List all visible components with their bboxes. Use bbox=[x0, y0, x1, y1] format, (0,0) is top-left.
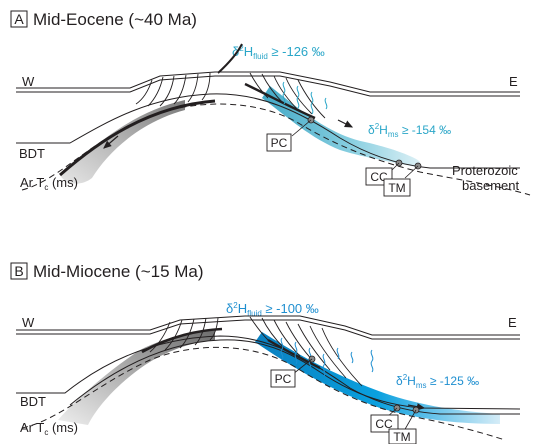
panel-a-ar-tc-label: Ar Tc (ms) bbox=[20, 175, 78, 192]
panel-a-slip-arrow-east bbox=[337, 119, 354, 128]
panel-b-slip-arrow-east bbox=[407, 403, 426, 411]
panel-a-ms-label: δ2Hms ≥ -154 ‰ bbox=[368, 122, 451, 139]
panel-a: A Mid-Eocene (~40 Ma) δ2Hfluid ≥ -126 ‰ bbox=[10, 10, 531, 197]
panel-a-pc-box bbox=[266, 133, 292, 152]
panel-b-pc-label: PC bbox=[275, 372, 292, 386]
panel-b-tm-leader bbox=[403, 409, 417, 432]
panel-a-tm-leader bbox=[404, 165, 419, 179]
panel-b-cc-box bbox=[370, 414, 399, 433]
panel-a-tm-box bbox=[383, 178, 411, 197]
panel-b-fluid-zone bbox=[255, 332, 500, 424]
panel-b-lower-boundary bbox=[69, 339, 521, 410]
panel-a-pc-label: PC bbox=[271, 136, 288, 150]
panel-b-surface-line bbox=[16, 315, 520, 336]
panel-b-pc-box bbox=[270, 369, 296, 388]
panel-b-east-label: E bbox=[508, 315, 517, 330]
panel-a-gray-shear-zone bbox=[60, 100, 185, 184]
panel-b-normal-fault bbox=[141, 327, 223, 354]
panel-a-basement-label-line1: Proterozoic bbox=[452, 163, 518, 178]
panel-a-pc-leader bbox=[291, 119, 312, 137]
panel-a-surface-line bbox=[16, 71, 520, 93]
panel-a-title: Mid-Eocene (~40 Ma) bbox=[33, 10, 197, 29]
panel-a-east-label: E bbox=[509, 74, 518, 89]
panel-a-fluid-label: δ2Hfluid ≥ -126 ‰ bbox=[232, 44, 325, 61]
panel-a-basement-label-line2: basement bbox=[462, 178, 519, 193]
panel-b-bdt-label: BDT bbox=[20, 394, 46, 409]
panel-a-slip-arrow-west bbox=[103, 135, 119, 149]
panel-a-basement-top bbox=[16, 93, 520, 169]
panel-b-title: Mid-Miocene (~15 Ma) bbox=[33, 262, 204, 281]
panel-a-fluid-zone bbox=[262, 86, 420, 168]
panel-b-surface-line-lower bbox=[16, 319, 520, 340]
panel-b-fluid-flow-arrows bbox=[280, 337, 374, 377]
panel-a-normal-fault bbox=[59, 99, 216, 177]
panel-b-letter: B bbox=[14, 263, 23, 279]
panel-a-west-label: W bbox=[22, 74, 35, 89]
panel-a-bdt-label: BDT bbox=[19, 146, 45, 161]
panel-a-cc-leader bbox=[391, 162, 400, 171]
panel-a-fluid-flow-arrows bbox=[282, 81, 328, 115]
panel-b-ar-tc-label: Ar Tc (ms) bbox=[20, 420, 78, 437]
panel-b-pc-leader bbox=[292, 358, 313, 375]
panel-b-cc-label: CC bbox=[375, 417, 393, 431]
panel-a-thrust-fault bbox=[244, 82, 316, 120]
panel-b-ms-label: δ2Hms ≥ -125 ‰ bbox=[396, 373, 479, 390]
panel-b-letter-box bbox=[10, 262, 28, 280]
panel-a-tm-label: TM bbox=[388, 181, 405, 195]
panel-a-fault-upper bbox=[217, 43, 243, 74]
panel-b-tm-box bbox=[388, 428, 417, 444]
panel-b-ar-isotherm bbox=[21, 346, 506, 441]
panel-b-tm-label: TM bbox=[393, 430, 410, 444]
panel-b-thrust-fault bbox=[267, 338, 321, 370]
panel-a-letter-box bbox=[10, 10, 28, 28]
panel-a-surface-line-lower bbox=[16, 75, 520, 97]
panel-b-basement-top bbox=[16, 335, 520, 415]
panel-b-west-label: W bbox=[22, 315, 35, 330]
panel-b-gray-shear-zone bbox=[58, 330, 215, 425]
panel-a-letter: A bbox=[14, 11, 24, 27]
panel-b-fluid-label: δ2Hfluid ≥ -100 ‰ bbox=[226, 301, 319, 318]
panel-a-ar-isotherm bbox=[21, 103, 531, 196]
panel-b: B Mid-Miocene (~15 Ma) δ2Hfluid ≥ -100 ‰ bbox=[10, 262, 521, 444]
